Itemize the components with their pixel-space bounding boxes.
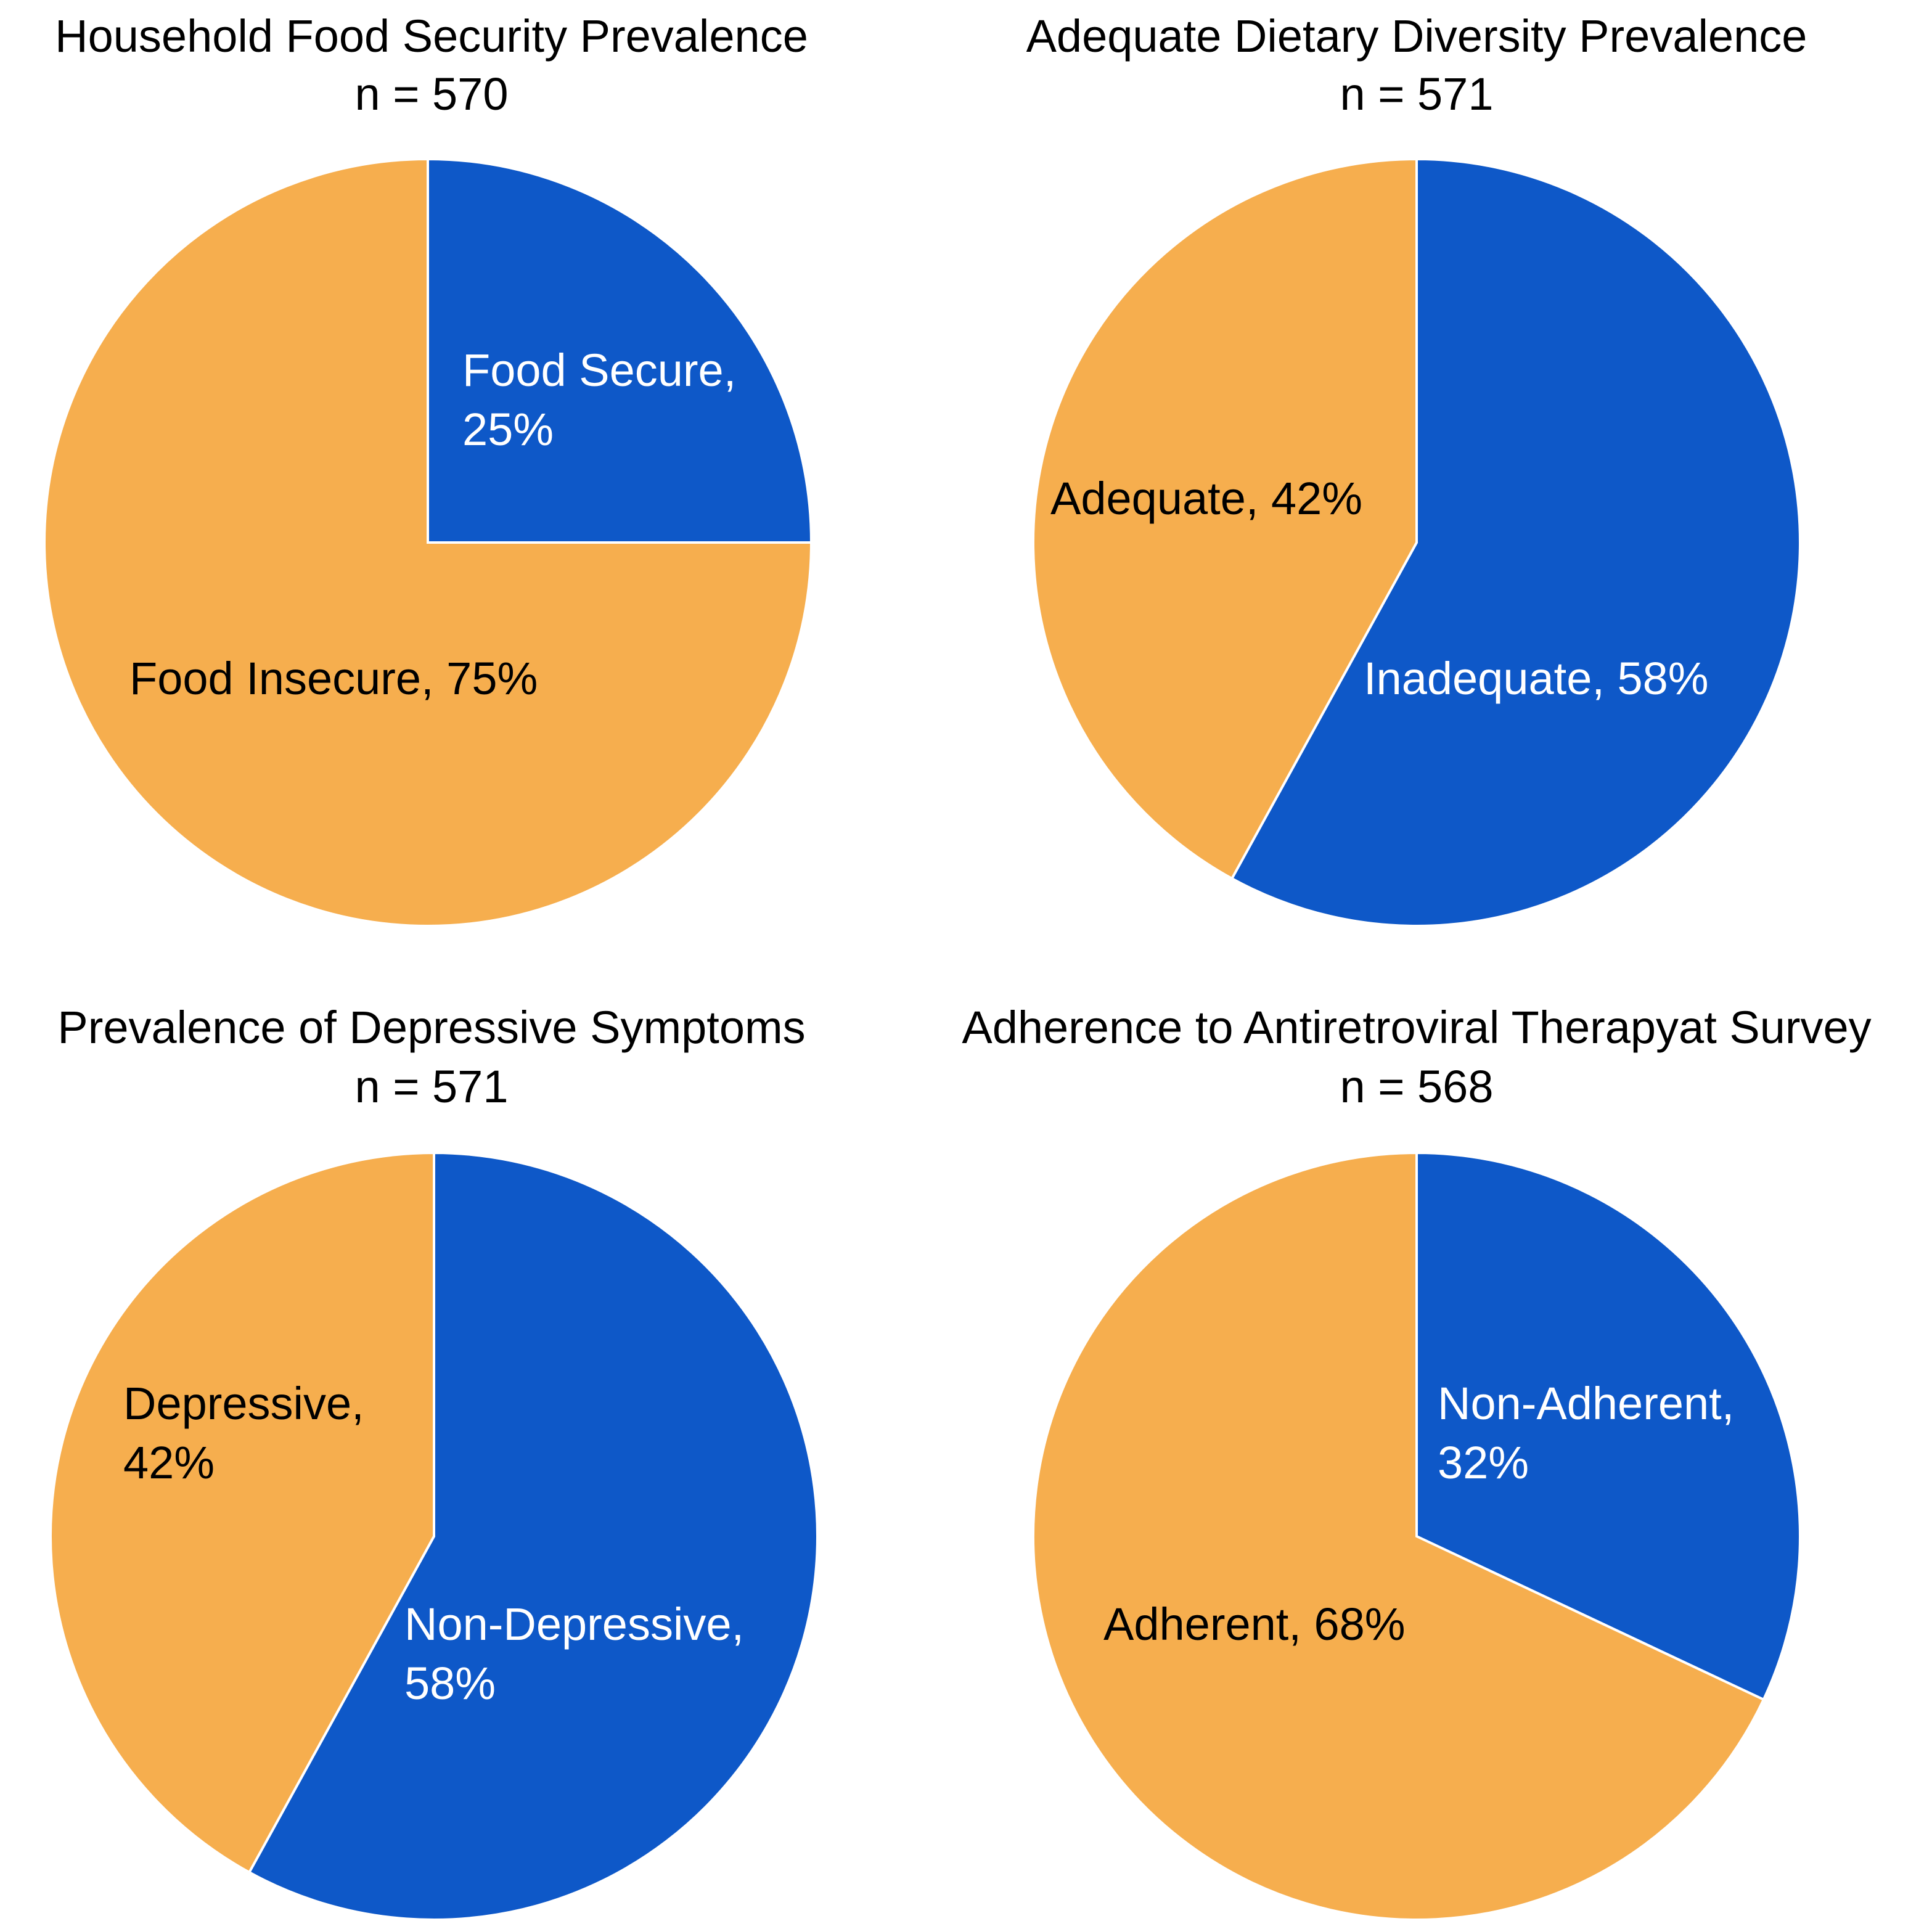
pie-panel-2: Adequate Dietary Diversity Prevalence n =… <box>1026 10 1807 927</box>
chart-subtitle: n = 571 <box>1340 68 1494 120</box>
chart-title: Adherence to Antiretroviral Therapyat Su… <box>962 1002 1871 1053</box>
chart-subtitle: n = 568 <box>1340 1061 1494 1112</box>
pie-panel-1: Household Food Security Prevalence n = 57… <box>43 10 813 927</box>
pie-slice-adherent <box>1031 1151 1766 1921</box>
slice-label: Food Insecure, 75% <box>129 653 538 704</box>
pie-slice-non-adherent <box>1415 1151 1801 1702</box>
slice-label: Depressive, <box>123 1378 364 1429</box>
pie-slice-food-insecure <box>43 157 813 927</box>
slice-label: Non-Adherent, <box>1438 1378 1734 1429</box>
slice-label: Non-Depressive, <box>404 1599 744 1650</box>
pie-slice-adequate <box>1032 157 1418 880</box>
pie-panel-3: Prevalence of Depressive Symptoms n = 571… <box>49 1002 819 1921</box>
chart-subtitle: n = 570 <box>355 68 509 120</box>
slice-label: Inadequate, 58% <box>1364 653 1709 704</box>
slice-label: 42% <box>123 1437 215 1488</box>
slice-label: 25% <box>462 404 554 455</box>
pie-panel-4: Adherence to Antiretroviral Therapyat Su… <box>962 1002 1872 1921</box>
slice-label: Food Secure, <box>462 345 736 396</box>
chart-title: Household Food Security Prevalence <box>55 10 808 62</box>
slice-label: Adherent, 68% <box>1103 1599 1406 1650</box>
chart-subtitle: n = 571 <box>355 1061 509 1112</box>
pie-slice-non-depressive <box>247 1151 819 1921</box>
chart-title: Prevalence of Depressive Symptoms <box>57 1002 805 1053</box>
pie-slice-depressive <box>49 1151 435 1874</box>
slice-label: 58% <box>404 1658 496 1709</box>
chart-title: Adequate Dietary Diversity Prevalence <box>1026 10 1807 62</box>
pie-slice-inadequate <box>1230 157 1801 927</box>
slice-label: 32% <box>1438 1437 1529 1488</box>
slice-label: Adequate, 42% <box>1050 473 1362 524</box>
pie-slice-food-secure <box>427 157 813 544</box>
